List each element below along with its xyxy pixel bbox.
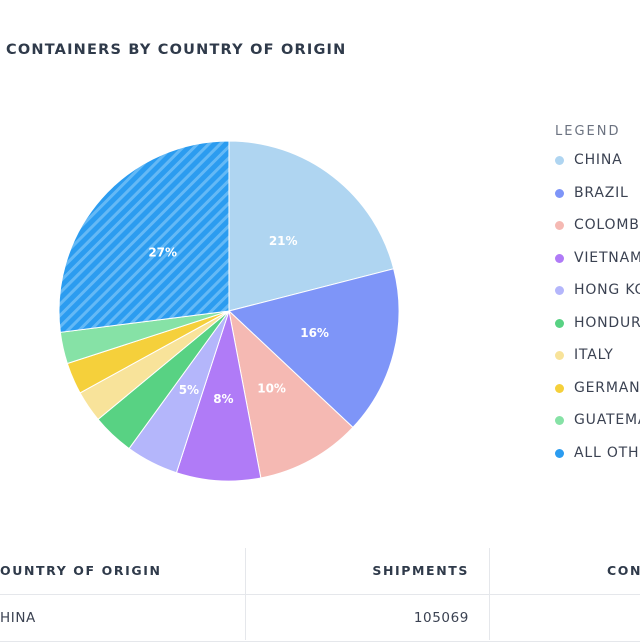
legend-swatch: [555, 383, 564, 393]
column-header-containers[interactable]: CON: [607, 563, 640, 578]
legend-label: COLOMB: [574, 217, 640, 233]
legend-item[interactable]: HONDUR: [555, 315, 640, 348]
legend-label: VIETNAM: [574, 249, 640, 266]
pie-slice-colomb[interactable]: [228, 309, 354, 479]
legend-swatch: [555, 351, 564, 360]
column-divider: [245, 548, 246, 640]
legend-swatch: [555, 253, 564, 263]
pie-slice-china[interactable]: [228, 140, 395, 312]
column-header-shipments[interactable]: SHIPMENTS: [372, 563, 469, 578]
legend-label: HONG KO: [574, 282, 640, 298]
cell-containers: [500, 595, 630, 641]
legend-label: ALL OTH: [574, 444, 640, 461]
table-header-row: OUNTRY OF ORIGIN SHIPMENTS CON: [0, 548, 640, 595]
legend-swatch: [555, 286, 564, 295]
pie-chart: 21% 16% 10% 8% 5% 27%: [58, 140, 400, 482]
legend-swatch: [555, 318, 564, 328]
legend-item[interactable]: ALL OTH: [555, 445, 640, 478]
slice-data-label: 21%: [269, 234, 298, 248]
table-row[interactable]: HINA 105069: [0, 595, 640, 642]
slice-data-label: 5%: [179, 383, 199, 397]
legend-swatch: [555, 156, 564, 165]
legend-item[interactable]: GERMAN: [555, 380, 640, 413]
legend-label: GERMAN: [574, 379, 640, 396]
cell-shipments: 105069: [413, 610, 469, 626]
legend-label: BRAZIL: [574, 184, 629, 201]
legend-item[interactable]: CHINA: [555, 152, 640, 185]
legend: LEGEND CHINA BRAZIL COLOMB VIETNAM HONG KO HO…: [555, 124, 640, 477]
slice-data-label: 10%: [257, 382, 286, 396]
slice-data-label: 16%: [300, 326, 329, 340]
legend-swatch: [555, 188, 564, 198]
slice-data-label: 27%: [148, 246, 177, 260]
legend-swatch: [555, 448, 564, 458]
legend-title: LEGEND: [555, 124, 621, 139]
legend-label: CHINA: [574, 152, 623, 168]
data-table: OUNTRY OF ORIGIN SHIPMENTS CON HINA 1050…: [0, 548, 640, 642]
pie-slice-all-oth[interactable]: [58, 140, 230, 333]
legend-label: HONDUR: [574, 314, 640, 331]
column-divider: [489, 548, 490, 640]
legend-swatch: [555, 416, 564, 425]
legend-item[interactable]: VIETNAM: [555, 250, 640, 283]
cell-country: HINA: [0, 610, 36, 626]
legend-item[interactable]: COLOMB: [555, 217, 640, 250]
column-header-country[interactable]: OUNTRY OF ORIGIN: [0, 563, 162, 578]
legend-item[interactable]: ITALY: [555, 347, 640, 380]
chart-title: CONTAINERS BY COUNTRY OF ORIGIN: [6, 42, 347, 58]
legend-item[interactable]: BRAZIL: [555, 185, 640, 218]
legend-swatch: [555, 221, 564, 230]
legend-label: ITALY: [574, 347, 614, 363]
pie-slice-brazil[interactable]: [227, 268, 400, 429]
slice-data-label: 8%: [213, 392, 233, 406]
legend-item[interactable]: HONG KO: [555, 282, 640, 315]
